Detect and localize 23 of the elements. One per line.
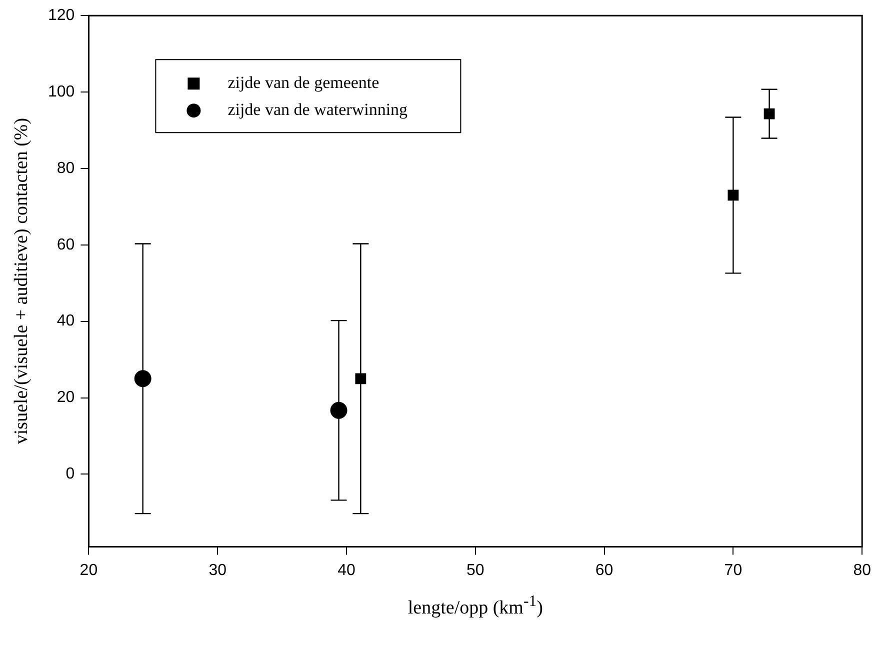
point [728, 190, 739, 201]
y-tick-label: 120 [48, 7, 75, 24]
y-tick-label: 20 [56, 389, 75, 406]
x-tick-label: 40 [338, 562, 356, 579]
x-axis-title: lengte/opp (km$^{-1}$) [408, 593, 543, 620]
x-tick-label: 70 [724, 562, 742, 579]
legend-label: zijde van de waterwinning [228, 100, 408, 120]
x-tick-label: 30 [208, 562, 227, 579]
point [355, 373, 366, 384]
x-tick-label: 20 [80, 562, 98, 579]
y-tick-label: 40 [56, 312, 75, 330]
y-tick-label: 0 [66, 466, 75, 483]
y-tick-label: 80 [56, 160, 75, 177]
legend-label: zijde van de gemeente [228, 73, 380, 92]
x-tick-label: 80 [853, 562, 872, 579]
y-tick-label: 60 [56, 236, 75, 254]
x-tick-label: 60 [595, 562, 614, 579]
x-tick-label: 50 [466, 562, 484, 579]
y-axis-title: visuele/(visuele + auditieve) contacten (%) [11, 118, 34, 444]
point [330, 402, 348, 419]
point [764, 108, 775, 120]
point [134, 370, 152, 388]
y-tick-label: 100 [48, 83, 75, 100]
